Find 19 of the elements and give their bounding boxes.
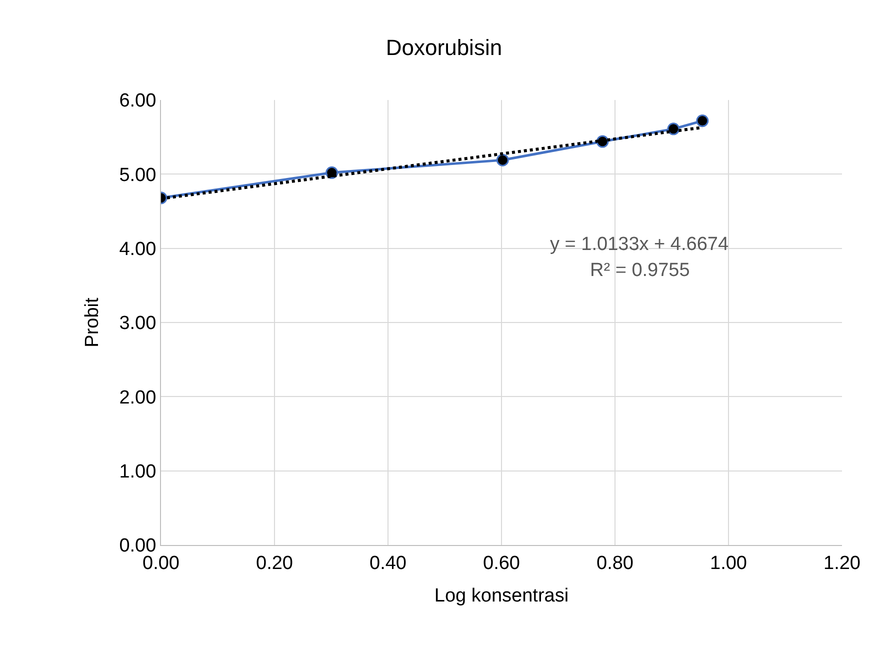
y-tick-label: 6.00 bbox=[119, 90, 156, 112]
x-tick-label: 0.40 bbox=[370, 552, 406, 574]
y-tick-label: 2.00 bbox=[119, 387, 156, 408]
annotation: y = 1.0133x + 4.6674 bbox=[550, 234, 729, 255]
x-tick-label: 0.60 bbox=[483, 552, 520, 574]
point bbox=[696, 114, 709, 128]
point bbox=[496, 154, 509, 166]
x-tick-label: 0.80 bbox=[596, 552, 634, 574]
chart-title: Doxorubisin bbox=[386, 34, 502, 60]
y-axis-title: Probit bbox=[82, 296, 104, 348]
y-tick-label: 3.00 bbox=[119, 313, 156, 334]
y-tick-label: 1.00 bbox=[119, 461, 156, 482]
y-tick-label: 5.00 bbox=[119, 164, 156, 186]
x-tick-label: 1.20 bbox=[824, 552, 860, 574]
y-tick-label: 4.00 bbox=[119, 238, 156, 260]
x-tick-label: 0.20 bbox=[256, 552, 293, 574]
x-axis-title: Log konsentrasi bbox=[434, 586, 569, 607]
annotation: R² = 0.9755 bbox=[590, 260, 690, 281]
x-tick-label: 1.00 bbox=[710, 552, 747, 574]
